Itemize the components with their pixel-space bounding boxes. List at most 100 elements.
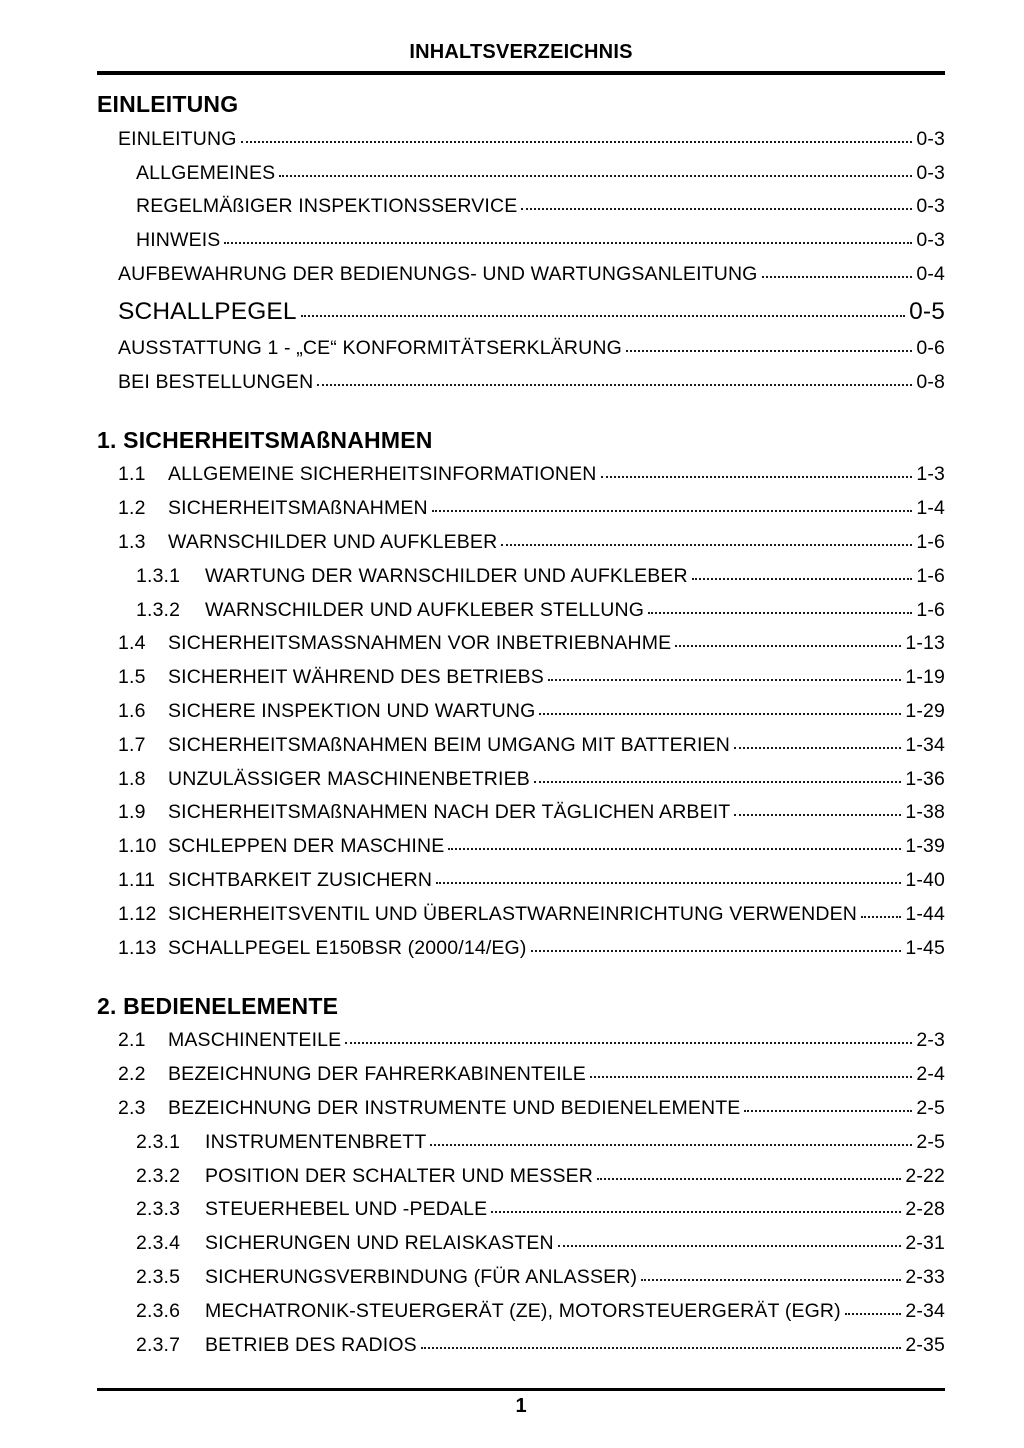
dot-leader: [436, 881, 902, 884]
entry-number: 1.9: [118, 801, 146, 824]
entry-page: 2-31: [905, 1232, 945, 1255]
entry-title: SICHERUNGSVERBINDUNG (FÜR ANLASSER): [205, 1265, 638, 1288]
dot-leader: [761, 275, 913, 278]
toc-entry: 2.3 BEZEICHNUNG DER INSTRUMENTE UND BEDIE…: [97, 1091, 945, 1125]
entry-title: UNZULÄSSIGER MASCHINENBETRIEB: [168, 767, 530, 790]
entry-number: 2.3.1: [136, 1130, 181, 1153]
entry-number: 1.12: [118, 902, 157, 925]
entry-title: SCHLEPPEN DER MASCHINE: [168, 835, 445, 858]
entry-title: BETRIEB DES RADIOS: [205, 1333, 417, 1356]
dot-leader: [625, 349, 913, 352]
entry-page: 1-39: [905, 835, 945, 858]
entry-title: POSITION DER SCHALTER UND MESSER: [205, 1164, 593, 1187]
dot-leader: [345, 1042, 913, 1045]
entry-title: BEZEICHNUNG DER FAHRERKABINENTEILE: [168, 1063, 586, 1086]
entry-title: SICHERHEIT WÄHREND DES BETRIEBS: [168, 666, 544, 689]
toc-sections: EINLEITUNG EINLEITUNG 0-3 ALLGEMEINES 0-3 REG…: [97, 87, 945, 1362]
entry-page: 2-33: [905, 1265, 945, 1288]
section-heading: EINLEITUNG: [97, 91, 239, 117]
header-rule: [97, 71, 945, 75]
dot-leader: [861, 915, 902, 918]
toc-entry: 2.3.6 MECHATRONIK-STEUERGERÄT (ZE), MOTOR…: [97, 1294, 945, 1328]
entry-number: 1.7: [118, 733, 146, 756]
entry-page: 1-34: [905, 733, 945, 756]
entry-page: 1-13: [905, 632, 945, 655]
page-title: INHALTSVERZEICHNIS: [409, 41, 633, 63]
entry-page: 1-19: [905, 666, 945, 689]
dot-leader: [844, 1312, 902, 1315]
toc-entry: 2.3.2 POSITION DER SCHALTER UND MESSER 2-2…: [97, 1159, 945, 1193]
entry-page: 0-8: [916, 370, 945, 393]
section-heading: 2. BEDIENELEMENTE: [97, 992, 339, 1019]
toc-entry: 1.3.1 WARTUNG DER WARNSCHILDER UND AUFKLE…: [97, 559, 945, 593]
dot-leader: [597, 1177, 902, 1180]
entry-page: 0-6: [916, 336, 945, 359]
entry-page: 1-45: [905, 936, 945, 959]
dot-leader: [501, 543, 913, 546]
toc-entry: 2.3.1 INSTRUMENTENBRETT 2-5: [97, 1125, 945, 1159]
entry-title: SICHERE INSPEKTION UND WARTUNG: [168, 699, 536, 722]
dot-leader: [641, 1278, 902, 1281]
entry-number: 2.2: [118, 1063, 146, 1086]
toc-entry: 1.3.2 WARNSCHILDER UND AUFKLEBER STELLUNG…: [97, 593, 945, 627]
toc-entry: 1.12 SICHERHEITSVENTIL UND ÜBERLASTWARNEI…: [97, 897, 945, 931]
entry-page: 0-3: [916, 161, 945, 184]
toc-entry: 1.9 SICHERHEITSMAßNAHMEN NACH DER TÄGLICH…: [97, 796, 945, 830]
entry-page: 2-3: [916, 1029, 945, 1052]
dot-leader: [539, 712, 902, 715]
entry-number: 1.3.1: [136, 564, 181, 587]
dot-leader: [691, 577, 913, 580]
page-content: INHALTSVERZEICHNIS EINLEITUNG EINLEITUNG 0…: [97, 40, 945, 1362]
toc-entry: 1.6 SICHERE INSPEKTION UND WARTUNG 1-29: [97, 694, 945, 728]
entry-number: 1.5: [118, 666, 146, 689]
entry-title: BEZEICHNUNG DER INSTRUMENTE UND BEDIENEL…: [168, 1096, 741, 1119]
entry-title: MASCHINENTEILE: [168, 1029, 342, 1052]
entry-title: AUFBEWAHRUNG DER BEDIENUNGS- UND WARTUNG…: [118, 262, 758, 285]
entry-number: 2.3.2: [136, 1164, 181, 1187]
toc-entry: HINWEIS 0-3: [97, 223, 945, 257]
toc-entry: REGELMÄßIGER INSPEKTIONSSERVICE 0-3: [97, 190, 945, 224]
toc-entry: AUSSTATTUNG 1 - „CE“ KONFORMITÄTSERKLÄRU…: [97, 331, 945, 365]
entry-title: SICHERHEITSMAßNAHMEN NACH DER TÄGLICHEN …: [168, 801, 731, 824]
entry-number: 1.8: [118, 767, 146, 790]
dot-leader: [648, 611, 913, 614]
dot-leader: [547, 679, 902, 682]
dot-leader: [600, 476, 913, 479]
dot-leader: [300, 314, 906, 317]
toc-entry: 2.3.5 SICHERUNGSVERBINDUNG (FÜR ANLASSER)…: [97, 1260, 945, 1294]
toc-entry: 1.7 SICHERHEITSMAßNAHMEN BEIM UMGANG MIT …: [97, 728, 945, 762]
entry-number: 1.4: [118, 632, 146, 655]
dot-leader: [557, 1245, 902, 1248]
entry-page: 0-3: [916, 127, 945, 150]
entry-number: 2.3.5: [136, 1265, 181, 1288]
entry-page: 1-36: [905, 767, 945, 790]
entry-number: 1.11: [118, 868, 156, 891]
entry-number: 2.3.4: [136, 1232, 181, 1255]
entry-number: 1.1: [118, 463, 146, 486]
entry-page: 0-3: [916, 195, 945, 218]
page-footer: 1: [97, 1388, 945, 1418]
entry-title: SICHERHEITSMAßNAHMEN BEIM UMGANG MIT BAT…: [168, 733, 730, 756]
entry-page: 1-4: [916, 497, 945, 520]
dot-leader: [240, 140, 913, 143]
dot-leader: [491, 1211, 902, 1214]
toc-entry: 1.5 SICHERHEIT WÄHREND DES BETRIEBS 1-19: [97, 660, 945, 694]
entry-page: 1-38: [905, 801, 945, 824]
toc-entry: 1.11 SICHTBARKEIT ZUSICHERN 1-40: [97, 863, 945, 897]
page-header: INHALTSVERZEICHNIS: [97, 40, 945, 75]
entry-page: 1-44: [905, 902, 945, 925]
dot-leader: [279, 174, 913, 177]
entry-page: 0-5: [909, 297, 945, 325]
entry-title: ALLGEMEINE SICHERHEITSINFORMATIONEN: [168, 463, 597, 486]
entry-page: 2-35: [905, 1333, 945, 1356]
toc-entry: 1.13 SCHALLPEGEL E150BSR (2000/14/EG) 1-45: [97, 931, 945, 965]
entry-title: REGELMÄßIGER INSPEKTIONSSERVICE: [136, 195, 518, 218]
entry-title: WARNSCHILDER UND AUFKLEBER: [168, 530, 498, 553]
dot-leader: [430, 1143, 913, 1146]
dot-leader: [224, 242, 913, 245]
toc-entry: 1.2 SICHERHEITSMAßNAHMEN 1-4: [97, 491, 945, 525]
entry-title: WARNSCHILDER UND AUFKLEBER STELLUNG: [205, 598, 645, 621]
section-heading: 1. SICHERHEITSMAßNAHMEN: [97, 426, 433, 453]
toc-entry: ALLGEMEINES 0-3: [97, 156, 945, 190]
entry-title: SCHALLPEGEL: [118, 297, 297, 325]
